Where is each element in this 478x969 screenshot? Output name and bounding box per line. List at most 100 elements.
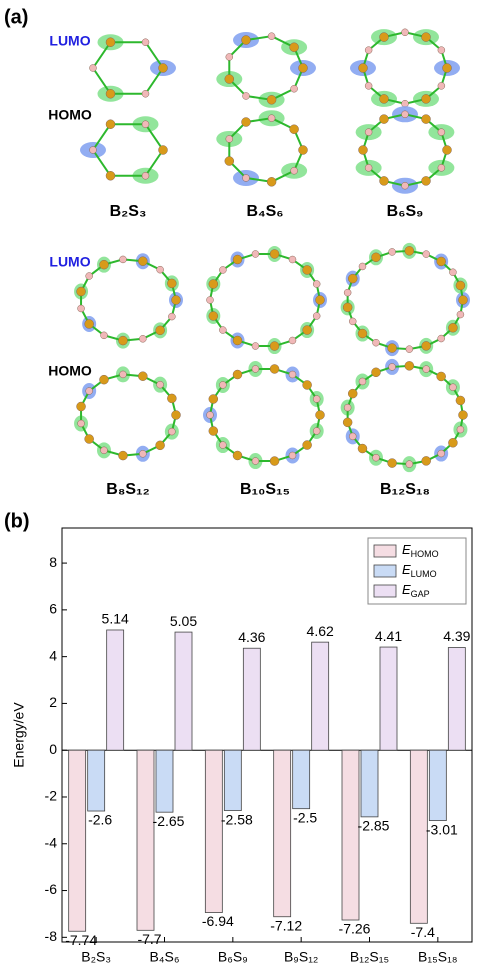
boron-atom [268, 115, 275, 122]
value-label: -7.26 [339, 921, 371, 937]
sulfur-atom [303, 265, 312, 274]
sulfur-atom [100, 260, 109, 269]
sulfur-atom [85, 434, 94, 443]
boron-atom [423, 366, 430, 373]
value-label: 4.36 [238, 629, 265, 645]
boron-atom [438, 335, 445, 342]
sulfur-atom [422, 176, 431, 185]
boron-atom [86, 388, 93, 395]
legend-swatch [374, 585, 396, 597]
boron-atom [349, 318, 356, 325]
boron-atom [291, 85, 298, 92]
bar [312, 642, 329, 750]
boron-atom [359, 263, 366, 270]
boron-atom [252, 250, 259, 257]
sulfur-atom [225, 157, 234, 166]
molecule [341, 243, 470, 356]
sulfur-atom [270, 457, 279, 466]
boron-atom [219, 266, 226, 273]
sulfur-atom [348, 274, 357, 283]
bar [224, 750, 241, 810]
sulfur-atom [359, 146, 368, 155]
boron-atom [344, 404, 351, 411]
boron-atom [402, 182, 409, 189]
panel-label: (a) [4, 6, 28, 28]
sulfur-atom [405, 361, 414, 370]
boron-atom [289, 256, 296, 263]
value-label: 4.62 [307, 623, 334, 639]
bar [175, 632, 192, 750]
sulfur-atom [270, 342, 279, 351]
sulfur-atom [456, 281, 465, 290]
boron-atom [423, 251, 430, 258]
sulfur-atom [316, 411, 325, 420]
boron-atom [157, 381, 164, 388]
y-tick-label: -8 [45, 928, 58, 944]
sulfur-atom [167, 394, 176, 403]
value-label: -2.65 [153, 813, 185, 829]
sulfur-atom [372, 368, 381, 377]
sulfur-atom [242, 36, 251, 45]
sulfur-atom [159, 146, 168, 155]
panel-label: (b) [4, 510, 30, 532]
boron-atom [101, 332, 108, 339]
sulfur-atom [422, 33, 431, 42]
boron-atom [252, 458, 259, 465]
molecule-label: B₆S₉ [387, 203, 424, 220]
boron-atom [119, 371, 126, 378]
boron-atom [142, 121, 149, 128]
sulfur-atom [448, 323, 457, 332]
bar [380, 647, 397, 750]
molecule-label: B₈S₁₂ [106, 481, 149, 498]
boron-atom [344, 289, 351, 296]
boron-atom [219, 327, 226, 334]
sulfur-atom [448, 438, 457, 447]
boron-atom [289, 452, 296, 459]
boron-atom [142, 172, 149, 179]
boron-atom [406, 346, 413, 353]
boron-atom [313, 396, 320, 403]
y-tick-label: 2 [49, 694, 57, 710]
boron-atom [449, 269, 456, 276]
sulfur-atom [106, 120, 115, 129]
sulfur-atom [77, 287, 86, 296]
molecule [350, 29, 460, 107]
sulfur-atom [85, 319, 94, 328]
molecule-label: B₄S₆ [246, 203, 283, 220]
bar [243, 648, 260, 750]
boron-atom [389, 363, 396, 370]
sulfur-atom [459, 411, 468, 420]
value-label: -7.74 [65, 932, 97, 948]
sulfur-atom [290, 43, 299, 52]
boron-atom [90, 147, 97, 154]
boron-atom [207, 297, 214, 304]
bar [156, 750, 173, 812]
boron-atom [449, 384, 456, 391]
sulfur-atom [422, 456, 431, 465]
legend-swatch [374, 545, 396, 557]
boron-atom [139, 335, 146, 342]
molecule [80, 116, 168, 184]
molecule [203, 361, 325, 469]
boron-atom [142, 90, 149, 97]
y-tick-label: 4 [49, 647, 57, 663]
x-tick-label: B₂S₃ [81, 949, 111, 965]
boron-atom [438, 450, 445, 457]
sulfur-atom [156, 326, 165, 335]
value-label: -2.5 [293, 809, 317, 825]
boron-atom [142, 39, 149, 46]
molecule [90, 34, 177, 102]
sulfur-atom [303, 441, 312, 450]
y-tick-label: 6 [49, 601, 57, 617]
sulfur-atom [167, 279, 176, 288]
molecule [216, 32, 316, 108]
boron-atom [438, 82, 445, 89]
sulfur-atom [359, 64, 368, 73]
boron-atom [243, 92, 250, 99]
molecule [356, 106, 455, 193]
sulfur-atom [233, 370, 242, 379]
value-label: -3.01 [426, 821, 458, 837]
boron-atom [406, 461, 413, 468]
value-label: -2.58 [221, 811, 253, 827]
boron-atom [86, 273, 93, 280]
